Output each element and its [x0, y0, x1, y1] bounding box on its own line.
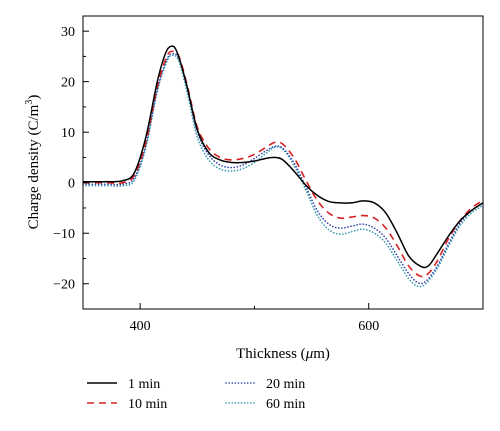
legend: 1 min 10 min 20 min 60 min	[87, 377, 305, 412]
legend-label-1: 10 min	[128, 397, 167, 412]
y-tick-label: 10	[61, 126, 75, 141]
legend-label-3: 60 min	[266, 397, 305, 412]
series-layer	[83, 45, 483, 288]
x-axis-label: Thickness (μm)	[236, 346, 330, 362]
series-line-3	[83, 54, 483, 288]
series-line-2	[83, 52, 483, 285]
y-tick-label: −20	[53, 278, 75, 293]
plot-frame	[82, 15, 484, 310]
legend-label-0: 1 min	[128, 377, 160, 392]
x-tick-label: 600	[358, 319, 379, 334]
y-tick-label: 0	[68, 177, 75, 192]
y-tick-label: −10	[53, 227, 75, 242]
x-tick-label: 400	[130, 319, 151, 334]
y-tick-label: 20	[61, 76, 75, 91]
y-tick-label: 30	[61, 25, 75, 40]
series-line-0	[83, 45, 483, 269]
legend-label-2: 20 min	[266, 377, 305, 392]
y-axis-label: Charge density (C/m3)	[24, 95, 42, 230]
series-line-1	[83, 50, 483, 278]
ticks-layer: −20 −10 0 10 20 30 400 600	[53, 25, 484, 334]
